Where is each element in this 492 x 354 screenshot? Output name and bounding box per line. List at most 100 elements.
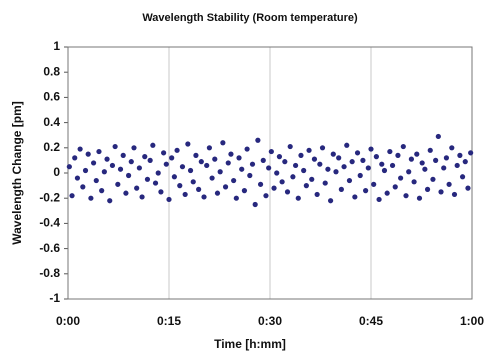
data-point [433, 157, 439, 163]
data-point [398, 175, 404, 181]
data-point [379, 161, 385, 167]
data-point [295, 195, 301, 201]
plot-border [67, 46, 473, 300]
data-point [346, 177, 353, 184]
data-point [416, 195, 423, 201]
data-point [144, 176, 151, 182]
data-point [249, 161, 256, 167]
data-point [82, 167, 89, 174]
data-point [128, 159, 134, 165]
data-point [287, 143, 293, 150]
x-tick-label: 0:45 [359, 314, 383, 328]
data-point [371, 181, 377, 187]
data-point [88, 195, 94, 201]
y-tick-label: -1 [49, 291, 60, 305]
data-point [123, 190, 129, 196]
data-point [255, 137, 261, 143]
data-point [349, 159, 355, 165]
data-point [438, 189, 444, 195]
data-point [403, 193, 409, 199]
x-axis-label: Time [h:mm] [214, 337, 286, 351]
data-point [169, 155, 175, 161]
data-point [435, 133, 441, 140]
data-point [147, 157, 153, 163]
data-point [459, 174, 466, 180]
data-point [101, 169, 107, 175]
data-point [449, 145, 455, 151]
data-point [241, 188, 248, 194]
data-point [214, 190, 221, 196]
data-point [109, 162, 116, 169]
data-point [74, 175, 81, 181]
data-point [451, 191, 458, 198]
data-point [222, 184, 229, 190]
data-point [209, 175, 215, 181]
data-point [150, 142, 156, 148]
data-point [317, 161, 323, 167]
data-point [126, 172, 132, 179]
data-point [190, 179, 196, 185]
data-point [115, 181, 121, 187]
data-point [292, 162, 299, 169]
y-tick-label: 0.6 [43, 90, 60, 104]
data-point [236, 155, 242, 161]
data-point [424, 186, 431, 192]
data-point [266, 165, 272, 171]
data-point [72, 155, 78, 161]
data-point [319, 145, 326, 151]
data-point [381, 167, 388, 174]
data-point [384, 190, 390, 196]
data-point [247, 172, 253, 179]
y-tick-label: -0.8 [39, 266, 60, 280]
data-point [198, 159, 204, 165]
data-point [352, 194, 358, 200]
data-point [306, 147, 312, 153]
data-point [333, 169, 339, 175]
data-point [139, 194, 145, 200]
data-point [185, 141, 191, 147]
data-point [389, 162, 396, 169]
data-point [112, 143, 118, 150]
data-point [365, 165, 371, 171]
data-point [325, 166, 331, 172]
x-tick-label: 0:30 [258, 314, 282, 328]
data-point [406, 169, 412, 175]
data-point [239, 166, 245, 172]
data-point [465, 185, 471, 191]
data-point [260, 157, 266, 163]
data-point [400, 143, 406, 150]
data-point [457, 152, 463, 158]
data-point [268, 148, 274, 155]
data-point [328, 198, 334, 204]
data-point [171, 174, 177, 180]
data-point [392, 184, 398, 190]
data-point [104, 156, 110, 162]
data-point [155, 170, 161, 176]
data-point [96, 148, 102, 155]
data-point [322, 180, 328, 186]
data-point [387, 148, 393, 155]
data-point [414, 151, 420, 157]
data-point [336, 155, 342, 161]
data-point [408, 156, 414, 162]
data-point [330, 151, 336, 157]
data-point [142, 154, 148, 160]
data-point [252, 201, 258, 208]
data-point [77, 146, 83, 152]
data-point [206, 145, 212, 151]
x-tick-label: 0:15 [157, 314, 181, 328]
data-point [179, 164, 186, 170]
data-point [430, 176, 436, 182]
data-point [231, 177, 237, 184]
data-point [233, 195, 239, 201]
data-point [446, 181, 452, 187]
data-point [163, 161, 169, 167]
data-point [257, 181, 264, 187]
data-point [443, 155, 450, 161]
data-point [271, 185, 277, 191]
data-point [468, 150, 474, 156]
data-point [134, 185, 140, 191]
data-point [338, 186, 344, 192]
data-point [368, 146, 374, 152]
data-point [282, 159, 288, 165]
